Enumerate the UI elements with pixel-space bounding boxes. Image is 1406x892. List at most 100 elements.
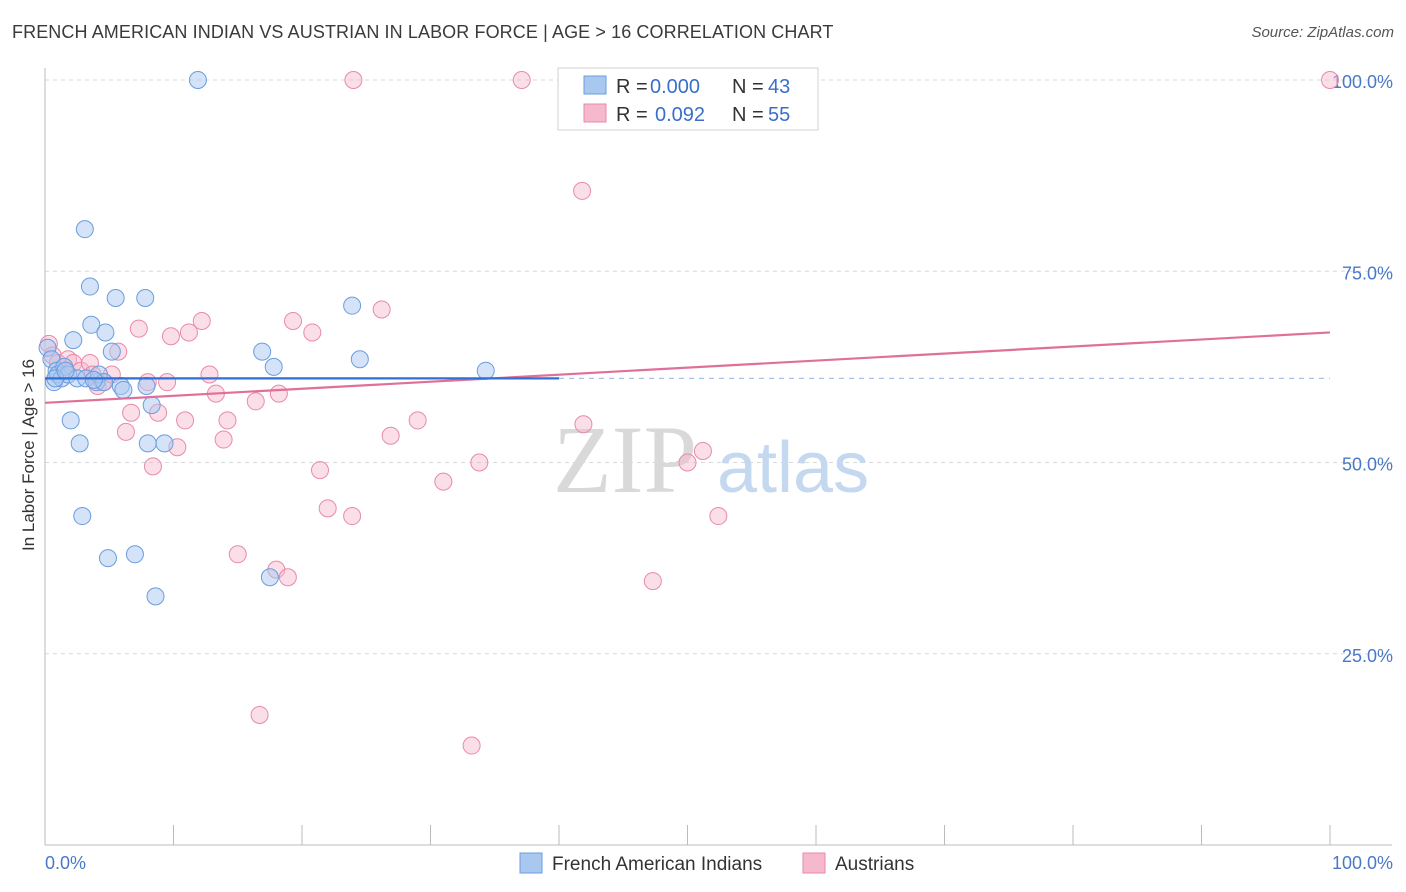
french-american-indians-point <box>64 331 83 350</box>
legend-r-label-2: R = <box>616 104 648 126</box>
french-american-indians-point <box>188 71 207 89</box>
bottom-legend-label-1: French American Indians <box>552 854 762 875</box>
french-american-indians-point <box>136 289 155 308</box>
austrians-point <box>122 403 141 422</box>
correlation-legend: R = 0.000 N = 43 R = 0.092 N = 55 <box>557 67 819 131</box>
x-tick-label-max: 100.0% <box>1332 853 1393 873</box>
french-american-indians-point <box>260 568 279 587</box>
austrians-point <box>129 319 148 338</box>
y-tick-label: 25.0% <box>1342 646 1393 666</box>
french-american-indians-point <box>84 370 103 389</box>
legend-swatch-blue <box>583 75 607 95</box>
austrians-point <box>228 545 247 564</box>
austrians-point <box>1321 71 1339 89</box>
legend-n-value-2: 55 <box>768 104 790 126</box>
french-american-indians-point <box>96 323 115 342</box>
bottom-legend-swatch-blue <box>519 852 543 874</box>
austrians-point <box>284 311 303 330</box>
watermark-atlas: atlas <box>717 428 869 508</box>
austrians-point <box>246 392 265 411</box>
austrians-point <box>343 507 362 526</box>
austrians-point <box>176 411 195 430</box>
french-american-indians-point <box>114 380 133 399</box>
legend-r-label-1: R = <box>616 76 648 98</box>
austrians-point <box>278 568 297 587</box>
french-american-indians-point <box>264 357 283 376</box>
bottom-legend-label-2: Austrians <box>835 854 914 875</box>
bottom-legend-swatch-pink <box>802 852 826 874</box>
austrians-point <box>318 499 337 518</box>
french-american-indians-point <box>80 277 99 296</box>
tick-labels: 25.0% 50.0% 75.0% 100.0% 0.0% 100.0% <box>45 72 1393 873</box>
legend-r-value-1: 0.000 <box>650 76 700 98</box>
austrians-point <box>310 461 329 480</box>
chart-title: FRENCH AMERICAN INDIAN VS AUSTRIAN IN LA… <box>12 22 834 42</box>
french-american-indians-point <box>98 549 117 568</box>
chart-source: Source: ZipAtlas.com <box>1251 24 1394 41</box>
austrians-point <box>179 323 198 342</box>
french-american-indians-point <box>155 434 174 453</box>
austrians-point <box>161 327 180 346</box>
axes <box>44 68 1392 846</box>
austrians-point <box>344 71 363 89</box>
austrians-point <box>709 507 728 526</box>
watermark-zip: ZIP <box>553 406 697 513</box>
legend-r-value-2: 0.092 <box>655 104 705 126</box>
french-american-indians-point <box>61 411 80 430</box>
legend-n-label-1: N = <box>732 76 764 98</box>
french-american-indians-point <box>350 350 369 369</box>
austrians-point <box>269 384 288 403</box>
french-american-indians-point <box>343 296 362 315</box>
austrians-point <box>408 411 427 430</box>
austrians-point <box>143 457 162 476</box>
french-american-indians-point <box>253 342 272 361</box>
austrians-point <box>462 736 481 755</box>
austrians-point <box>693 442 712 461</box>
austrians-point <box>574 415 593 434</box>
y-tick-label: 75.0% <box>1342 263 1393 283</box>
austrians-point <box>218 411 237 430</box>
legend-swatch-pink <box>583 103 607 123</box>
austrians-point <box>158 373 177 392</box>
grid-lines <box>45 79 1392 655</box>
legend-n-label-2: N = <box>732 104 764 126</box>
austrians-point <box>573 181 592 200</box>
french-american-indians-point <box>146 587 165 606</box>
austrians-point <box>372 300 391 319</box>
french-american-indians-point <box>142 396 161 415</box>
french-american-indians-point <box>476 361 495 380</box>
series-legend: French American Indians Austrians <box>519 852 914 875</box>
y-tick-label: 50.0% <box>1342 455 1393 475</box>
french-american-indians-point <box>102 342 121 361</box>
french-american-indians-point <box>106 289 125 308</box>
austrians-point <box>381 426 400 445</box>
austrians-point <box>512 71 531 89</box>
austrians-point <box>470 453 489 472</box>
austrians-point <box>116 422 135 441</box>
french-american-indians-points <box>38 71 495 606</box>
french-american-indians-point <box>82 315 101 334</box>
austrians-point <box>250 705 269 724</box>
austrians-point <box>678 453 697 472</box>
y-tick-label: 100.0% <box>1332 72 1393 92</box>
trend-lines <box>44 331 1331 404</box>
french-american-indians-point <box>75 220 94 239</box>
austrians-point <box>192 311 211 330</box>
legend-n-value-1: 43 <box>768 76 790 98</box>
watermark: ZIP atlas <box>553 406 869 513</box>
austrians-point <box>434 472 453 491</box>
french-american-indians-point <box>70 434 89 453</box>
french-american-indians-point <box>56 361 75 380</box>
french-american-indians-point <box>125 545 144 564</box>
french-american-indians-point <box>137 377 156 395</box>
french-american-indians-point <box>138 434 157 453</box>
austrians-point <box>303 323 322 342</box>
y-axis-title: In Labor Force | Age > 16 <box>19 359 38 551</box>
austrians-point <box>214 430 233 449</box>
x-tick-label-min: 0.0% <box>45 853 86 873</box>
french-american-indians-point <box>73 507 92 526</box>
austrians-point <box>200 365 219 384</box>
austrians-point <box>643 572 662 591</box>
austrians-trend-line <box>44 331 1331 404</box>
